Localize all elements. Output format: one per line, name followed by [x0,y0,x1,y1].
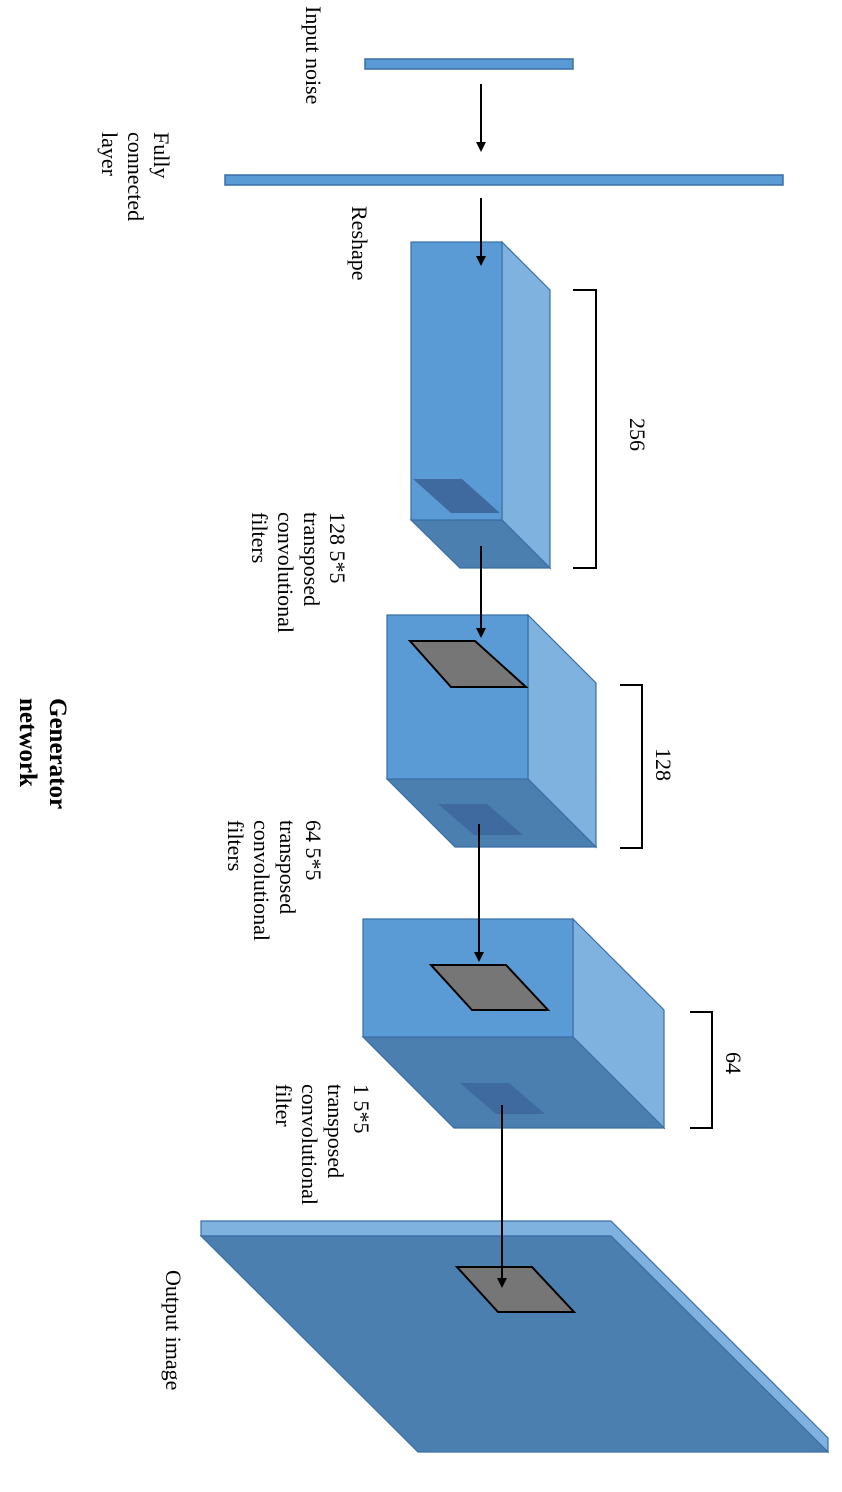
block-128 [385,613,598,849]
input-noise-label: Input noise [301,6,326,104]
block-64 [361,917,666,1130]
output-image-plane [199,1220,830,1454]
depth-64-label: 64 [721,1052,746,1074]
filters-128-label: 128 5*5 transposed convolutional filters [247,512,350,633]
svg-text:convolutional: convolutional [273,512,298,633]
brace-256 [573,289,597,569]
svg-text:layer: layer [97,132,122,177]
svg-text:transposed: transposed [275,820,300,914]
input-noise-bar [364,58,574,70]
svg-text:convolutional: convolutional [249,820,274,941]
filters-64-label: 64 5*5 transposed convolutional filters [223,820,326,941]
depth-128-label: 128 [651,748,676,781]
svg-text:1 5*5: 1 5*5 [349,1084,374,1134]
svg-text:connected: connected [123,132,148,221]
svg-text:filters: filters [223,820,248,871]
svg-text:filter: filter [271,1084,296,1127]
block-256 [409,240,552,570]
filter-plane-1 [407,640,529,688]
brace-64 [690,1011,713,1129]
svg-text:128 5*5: 128 5*5 [325,512,350,584]
svg-text:transposed: transposed [299,512,324,606]
svg-text:network: network [14,698,41,787]
fully-connected-bar [224,174,784,186]
svg-text:filters: filters [247,512,272,563]
filter-plane-3 [454,1266,577,1313]
brace-128 [620,684,643,849]
svg-text:convolutional: convolutional [297,1084,322,1205]
svg-text:Fully: Fully [149,132,174,178]
fully-connected-label: Fully connected layer [97,132,174,221]
svg-text:transposed: transposed [323,1084,348,1178]
svg-text:Generator: Generator [44,698,71,809]
svg-text:64 5*5: 64 5*5 [301,820,326,881]
output-image-label: Output image [161,1270,186,1390]
filter-1-label: 1 5*5 transposed convolutional filter [271,1084,374,1205]
depth-256-label: 256 [625,418,650,451]
reshape-label: Reshape [347,206,372,281]
filter-plane-2 [428,964,551,1011]
diagram-title: Generator network [14,698,71,809]
